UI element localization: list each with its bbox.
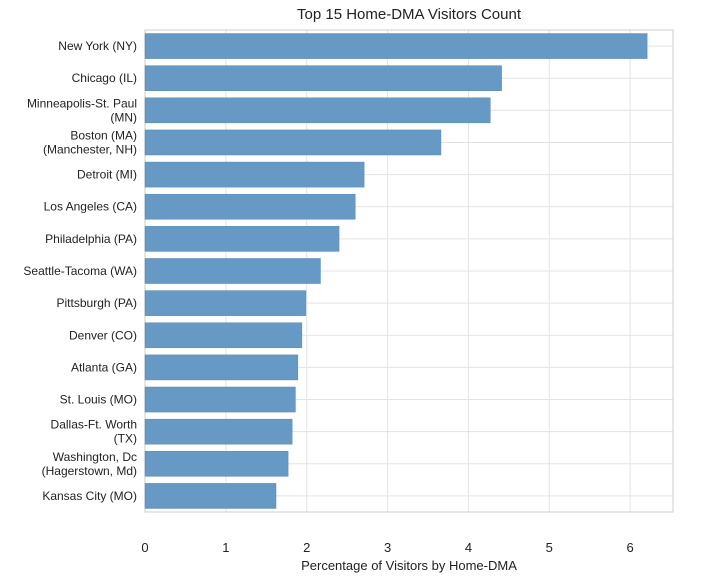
bar <box>144 258 321 284</box>
y-tick-label: Washington, Dc (Hagerstown, Md) <box>42 450 137 478</box>
bar <box>144 161 365 188</box>
bar <box>144 451 289 477</box>
x-axis-label: Percentage of Visitors by Home-DMA <box>301 558 517 573</box>
y-tick-label: Minneapolis-St. Paul (MN) <box>27 96 137 124</box>
x-tick-label: 2 <box>303 540 310 555</box>
bar <box>144 322 303 349</box>
bar <box>144 129 442 156</box>
bar <box>144 483 277 509</box>
y-tick-label: Pittsburgh (PA) <box>57 296 137 310</box>
bar <box>144 354 299 381</box>
bar <box>144 386 296 413</box>
x-tick-label: 4 <box>465 540 472 555</box>
y-tick-label: Kansas City (MO) <box>42 489 137 503</box>
y-tick-label: Atlanta (GA) <box>71 360 137 374</box>
x-tick-label: 1 <box>222 540 229 555</box>
y-tick-label: New York (NY) <box>58 39 137 53</box>
y-tick-label: St. Louis (MO) <box>60 393 137 407</box>
x-tick-label: 0 <box>141 540 148 555</box>
bar <box>144 33 648 59</box>
y-tick-label: Detroit (MI) <box>77 168 137 182</box>
y-tick-label: Denver (CO) <box>69 328 137 342</box>
y-tick-label: Los Angeles (CA) <box>44 200 137 214</box>
x-tick-label: 6 <box>627 540 634 555</box>
x-tick-label: 5 <box>546 540 553 555</box>
bar <box>144 97 491 124</box>
bar <box>144 418 293 445</box>
y-tick-label: Chicago (IL) <box>72 71 137 85</box>
y-tick-label: Boston (MA) (Manchester, NH) <box>43 128 137 156</box>
chart-title: Top 15 Home-DMA Visitors Count <box>297 6 522 23</box>
bar <box>144 193 356 220</box>
y-tick-label: Philadelphia (PA) <box>45 232 137 246</box>
bar <box>144 65 502 91</box>
bar <box>144 226 340 252</box>
bar <box>144 290 307 316</box>
x-tick-label: 3 <box>384 540 391 555</box>
y-tick-label: Dallas-Ft. Worth (TX) <box>51 418 137 446</box>
y-tick-label: Seattle-Tacoma (WA) <box>23 264 137 278</box>
